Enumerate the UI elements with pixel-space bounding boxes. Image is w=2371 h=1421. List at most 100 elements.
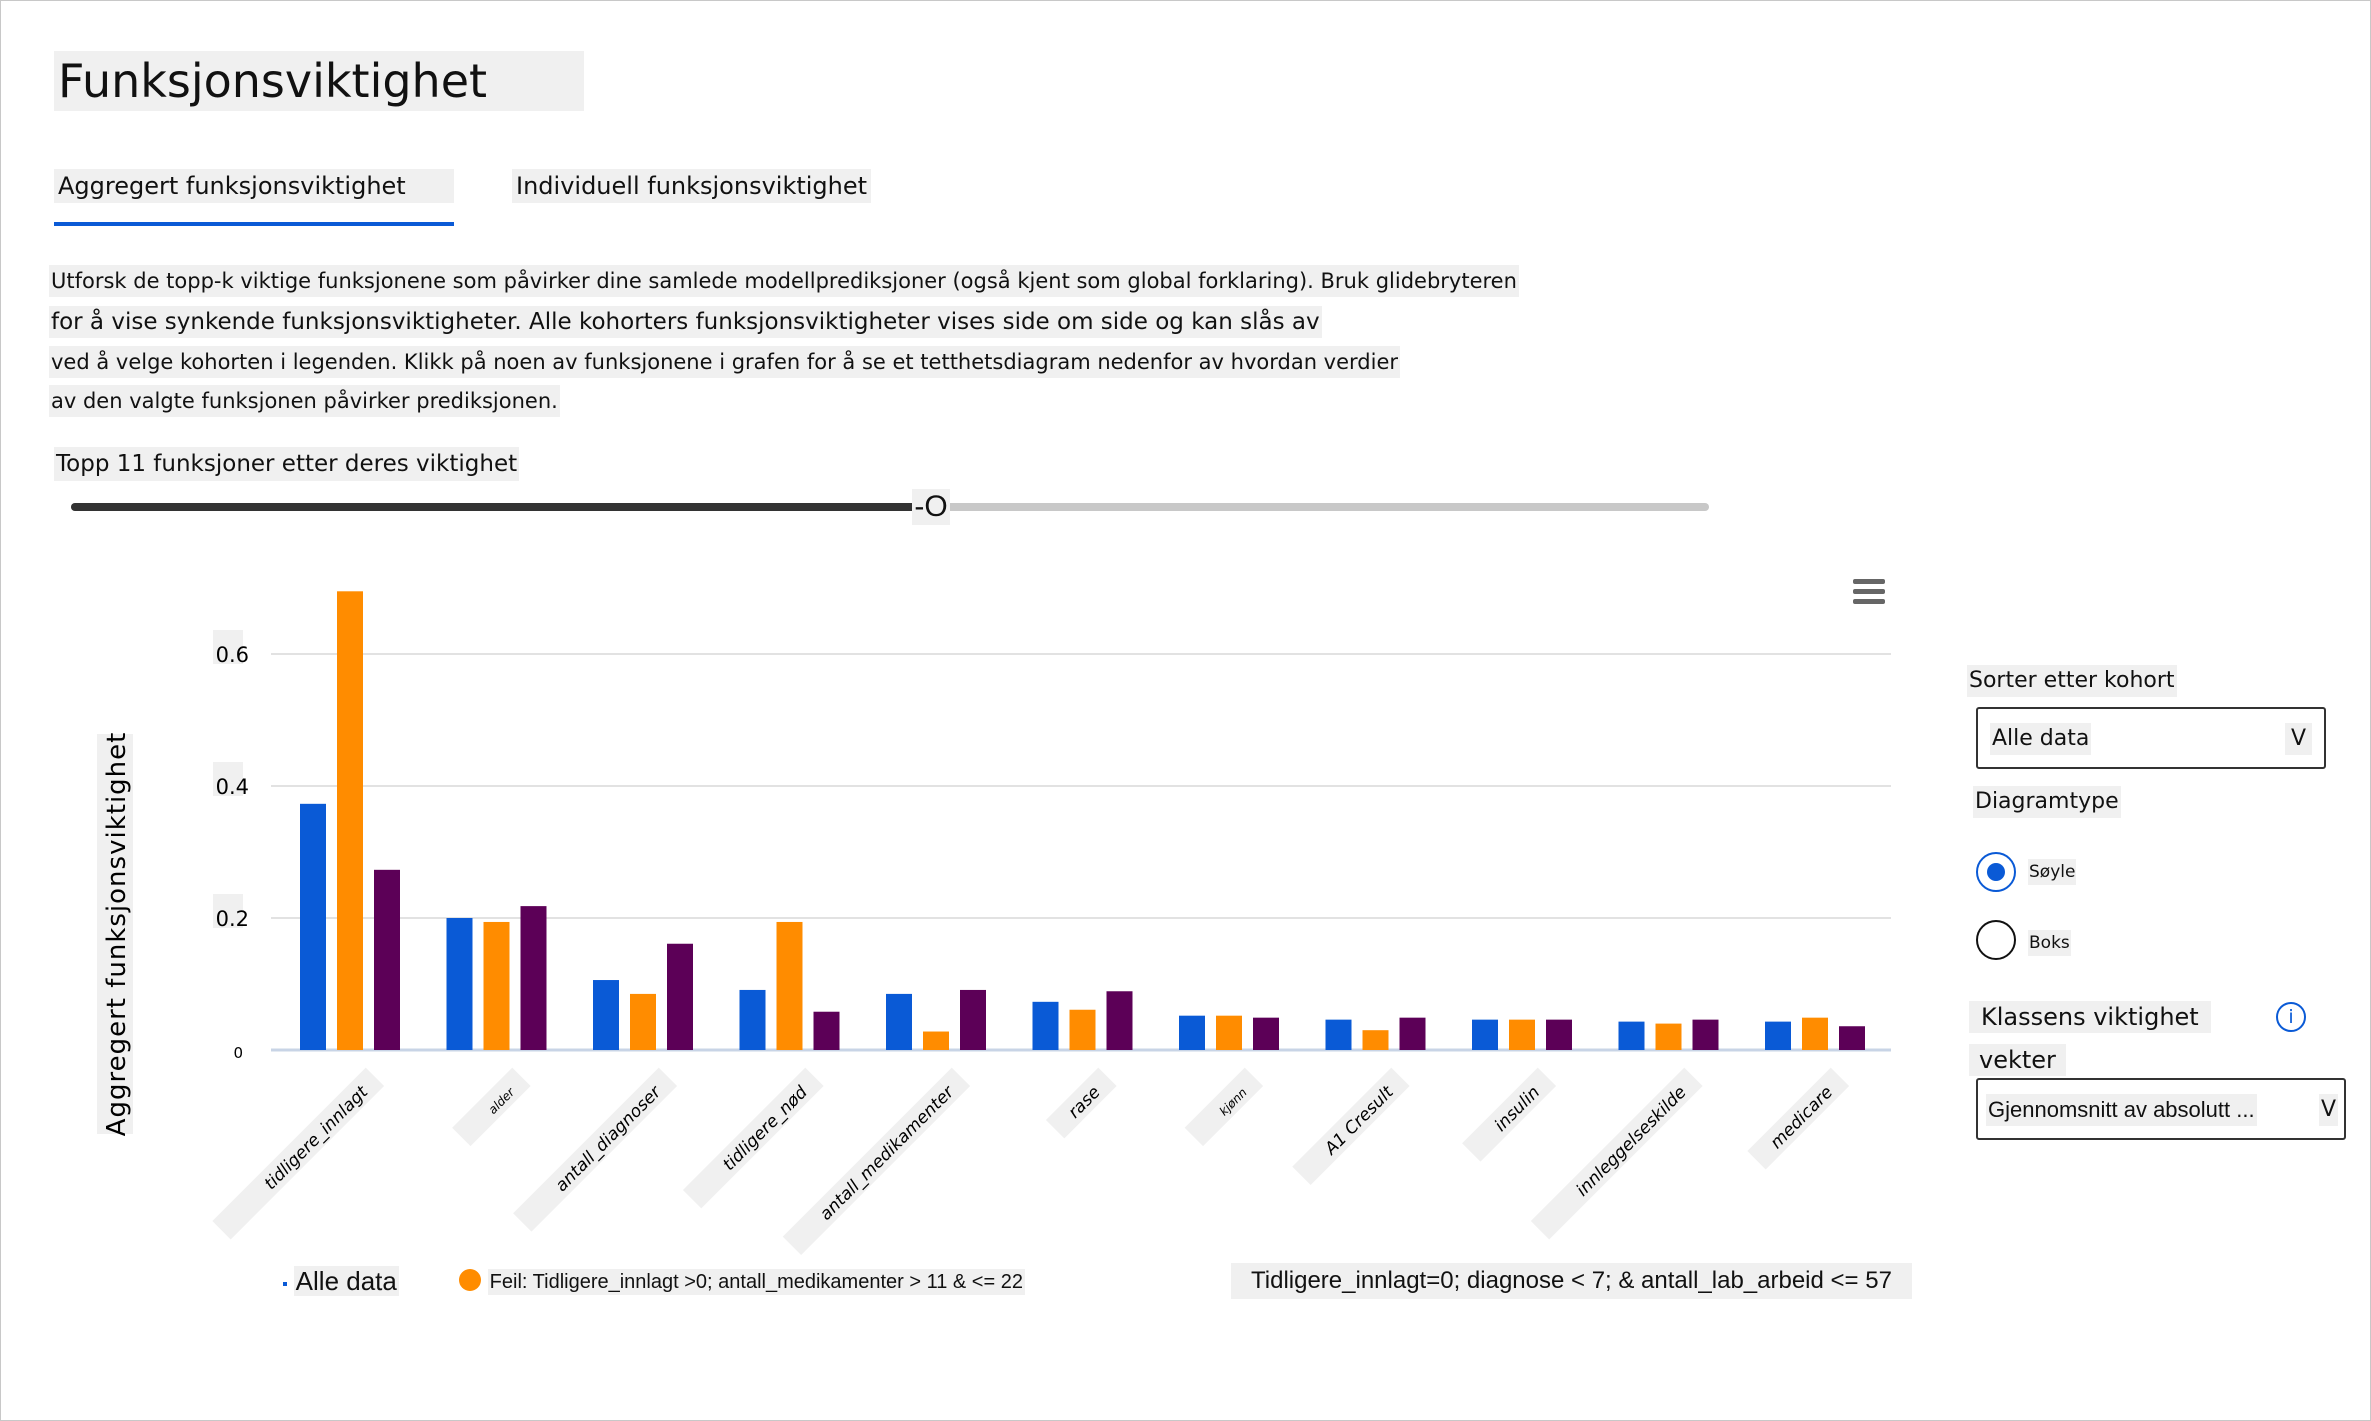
chevron-down-icon: V	[2318, 1094, 2338, 1126]
x-tick-label-group[interactable]: medicare	[1747, 1067, 1850, 1170]
x-tick-label: innleggelseskilde	[1573, 1082, 1691, 1200]
legend-label: Alle data	[293, 1266, 399, 1296]
class-weight-dropdown[interactable]: Gjennomsnitt av absolutt ... V	[1976, 1078, 2346, 1140]
x-tick-label-group[interactable]: kjønn	[1184, 1067, 1264, 1147]
dropdown-value: Alle data	[1990, 723, 2092, 755]
bar-tidligere_innlagt-series-2[interactable]	[374, 869, 400, 1050]
top-k-slider-fill	[71, 503, 916, 511]
bar-tidligere_innlagt-series-1[interactable]	[337, 591, 363, 1050]
x-tick-label: tidligere_innlagt	[261, 1082, 373, 1194]
bar-antall_diagnoser-series-1[interactable]	[630, 993, 656, 1050]
active-tab-indicator	[54, 222, 454, 226]
bar-A1 Cresult-series-1[interactable]	[1362, 1030, 1389, 1050]
bar-kjønn-series-2[interactable]	[1253, 1017, 1279, 1050]
bar-insulin-series-2[interactable]	[1546, 1019, 1572, 1050]
x-tick-label: antall_medikamenter	[816, 1082, 959, 1225]
y-axis-label: Aggregert funksjonsviktighet	[102, 732, 132, 1137]
bar-kjønn-series-1[interactable]	[1216, 1015, 1242, 1050]
bar-innleggelseskilde-series-1[interactable]	[1655, 1023, 1682, 1050]
x-tick-bg	[1292, 1067, 1410, 1185]
x-tick-bg	[1530, 1067, 1703, 1240]
tick-bg	[213, 894, 243, 928]
radio-box[interactable]	[1976, 920, 2016, 960]
legend-item-cohort-error[interactable]: Feil: Tidligere_innlagt >0; antall_medik…	[459, 1263, 1025, 1300]
x-tick-bg	[1045, 1067, 1117, 1139]
sort-by-cohort-label: Sorter etter kohort	[1967, 665, 2177, 697]
legend-marker	[459, 1269, 481, 1291]
bar-rase-series-0[interactable]	[1032, 1001, 1059, 1050]
top-k-slider-thumb[interactable]: -O	[912, 489, 950, 525]
radio-box-label: Boks	[2028, 930, 2071, 956]
x-tick-bg	[1747, 1067, 1850, 1170]
legend-marker	[283, 1281, 287, 1286]
legend-item-all-data[interactable]: Alle data	[283, 1263, 399, 1301]
sort-by-cohort-dropdown[interactable]: Alle data V	[1976, 707, 2326, 769]
bar-antall_diagnoser-series-2[interactable]	[667, 943, 693, 1050]
bar-tidligere_nød-series-2[interactable]	[813, 1011, 840, 1050]
bar-alder-series-1[interactable]	[483, 921, 510, 1050]
description-line: av den valgte funksjonen påvirker predik…	[49, 385, 560, 417]
bar-medicare-series-1[interactable]	[1802, 1017, 1828, 1050]
x-tick-label: medicare	[1767, 1082, 1838, 1153]
bar-antall_medikamenter-series-2[interactable]	[960, 989, 986, 1050]
description-line: ved å velge kohorten i legenden. Klikk p…	[49, 346, 1401, 378]
bar-tidligere_innlagt-series-0[interactable]	[300, 803, 326, 1050]
bar-kjønn-series-0[interactable]	[1179, 1015, 1205, 1050]
bar-A1 Cresult-series-0[interactable]	[1325, 1019, 1352, 1050]
description-line: Utforsk de topp-k viktige funksjonene so…	[49, 265, 1519, 297]
y-tick-label: 0	[233, 1044, 243, 1062]
bar-A1 Cresult-series-2[interactable]	[1399, 1017, 1426, 1050]
radio-bar-label: Søyle	[2028, 859, 2077, 885]
bar-medicare-series-0[interactable]	[1765, 1021, 1791, 1050]
bar-antall_medikamenter-series-0[interactable]	[886, 993, 912, 1050]
x-tick-label-group[interactable]: alder	[452, 1067, 531, 1147]
chevron-down-icon: V	[2284, 723, 2312, 755]
bar-insulin-series-1[interactable]	[1509, 1019, 1535, 1050]
feature-importance-bar-chart: Aggregert funksjonsviktighet 0 0.2 0.4 0.6 t…	[97, 591, 1891, 1255]
y-tick-label: 0.2	[216, 907, 249, 931]
x-tick-label-group[interactable]: rase	[1045, 1067, 1117, 1139]
legend-label: Feil: Tidligere_innlagt >0; antall_medik…	[487, 1269, 1025, 1295]
class-weight-label: Klassens viktighet	[1969, 1001, 2211, 1033]
x-tick-label-group[interactable]: tidligere_nød	[682, 1067, 824, 1209]
x-tick-label-group[interactable]: tidligere_innlagt	[212, 1067, 385, 1240]
bar-antall_medikamenter-series-1[interactable]	[923, 1031, 949, 1050]
bar-insulin-series-0[interactable]	[1472, 1019, 1498, 1050]
bar-tidligere_nød-series-1[interactable]	[776, 921, 803, 1050]
tab-aggregated-importance[interactable]: Aggregert funksjonsviktighet	[54, 169, 454, 203]
x-tick-bg	[513, 1067, 678, 1232]
bar-innleggelseskilde-series-2[interactable]	[1692, 1019, 1719, 1050]
x-tick-label: A1 Cresult	[1320, 1082, 1398, 1160]
info-icon[interactable]: i	[2276, 1002, 2306, 1032]
y-axis-label-bg	[97, 734, 133, 1134]
class-weight-label-2: vekter	[1969, 1044, 2066, 1076]
tick-bg	[213, 630, 243, 664]
page-title: Funksjonsviktighet	[54, 51, 584, 111]
x-tick-bg	[1462, 1067, 1557, 1162]
legend-item-cohort-2[interactable]: Tidligere_innlagt=0; diagnose < 7; & ant…	[1231, 1263, 1912, 1299]
bar-alder-series-0[interactable]	[446, 918, 473, 1050]
legend-label: Tidligere_innlagt=0; diagnose < 7; & ant…	[1251, 1267, 1892, 1294]
bar-rase-series-1[interactable]	[1069, 1009, 1096, 1050]
x-tick-label: antall_diagnoser	[552, 1082, 666, 1196]
bar-alder-series-2[interactable]	[520, 906, 547, 1050]
x-tick-bg	[682, 1067, 824, 1209]
bar-medicare-series-2[interactable]	[1839, 1026, 1865, 1050]
x-tick-label: tidligere_nød	[719, 1082, 812, 1175]
x-tick-bg	[452, 1067, 531, 1147]
bar-rase-series-2[interactable]	[1106, 991, 1133, 1050]
y-tick-label: 0.6	[216, 643, 249, 667]
top-k-slider-label: Topp 11 funksjoner etter deres viktighet	[54, 447, 520, 481]
description-line: for å vise synkende funksjonsviktigheter…	[49, 306, 1322, 338]
bar-antall_diagnoser-series-0[interactable]	[593, 980, 619, 1050]
tab-individual-importance[interactable]: Individuell funksjonsviktighet	[512, 169, 872, 203]
x-tick-label-group[interactable]: innleggelseskilde	[1530, 1067, 1703, 1240]
x-tick-label-group[interactable]: insulin	[1462, 1067, 1557, 1162]
x-tick-label-group[interactable]: A1 Cresult	[1292, 1067, 1410, 1185]
dropdown-value: Gjennomsnitt av absolutt ...	[1986, 1094, 2257, 1126]
bar-innleggelseskilde-series-0[interactable]	[1618, 1021, 1645, 1050]
bar-tidligere_nød-series-0[interactable]	[739, 989, 766, 1050]
x-tick-label-group[interactable]: antall_diagnoser	[513, 1067, 678, 1232]
chart-menu-icon[interactable]	[1853, 579, 1885, 605]
radio-bar[interactable]	[1976, 852, 2016, 892]
